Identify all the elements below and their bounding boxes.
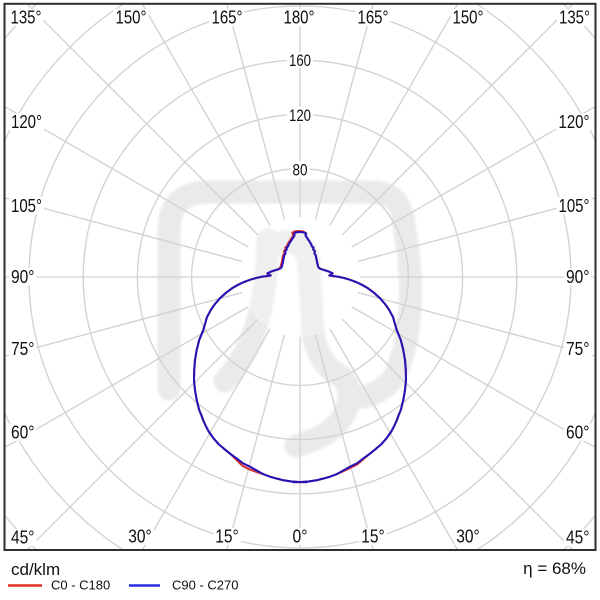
svg-text:C90 - C270: C90 - C270 xyxy=(172,578,238,593)
svg-text:15°: 15° xyxy=(215,527,239,547)
svg-text:60°: 60° xyxy=(11,423,35,443)
svg-text:cd/klm: cd/klm xyxy=(11,560,60,579)
svg-text:165°: 165° xyxy=(212,8,243,28)
svg-text:45°: 45° xyxy=(566,528,590,548)
svg-text:45°: 45° xyxy=(11,528,35,548)
svg-text:165°: 165° xyxy=(358,8,389,28)
svg-text:0°: 0° xyxy=(293,527,308,547)
svg-text:150°: 150° xyxy=(116,8,147,28)
svg-text:105°: 105° xyxy=(559,196,590,216)
svg-text:80: 80 xyxy=(293,160,308,179)
svg-text:135°: 135° xyxy=(559,8,590,28)
svg-text:η = 68%: η = 68% xyxy=(523,559,586,578)
svg-text:150°: 150° xyxy=(453,8,484,28)
svg-text:180°: 180° xyxy=(284,8,315,28)
svg-text:90°: 90° xyxy=(566,267,590,287)
svg-text:30°: 30° xyxy=(456,527,480,547)
svg-text:105°: 105° xyxy=(11,196,42,216)
svg-text:75°: 75° xyxy=(566,339,590,359)
svg-text:75°: 75° xyxy=(11,339,35,359)
svg-text:135°: 135° xyxy=(11,8,42,28)
svg-text:60°: 60° xyxy=(566,423,590,443)
svg-text:90°: 90° xyxy=(11,267,35,287)
svg-text:120°: 120° xyxy=(559,112,590,132)
svg-text:15°: 15° xyxy=(361,527,385,547)
svg-text:120: 120 xyxy=(289,106,311,125)
svg-text:120°: 120° xyxy=(11,112,42,132)
svg-text:30°: 30° xyxy=(128,527,152,547)
svg-text:C0 - C180: C0 - C180 xyxy=(51,578,110,593)
svg-text:160: 160 xyxy=(289,51,311,70)
